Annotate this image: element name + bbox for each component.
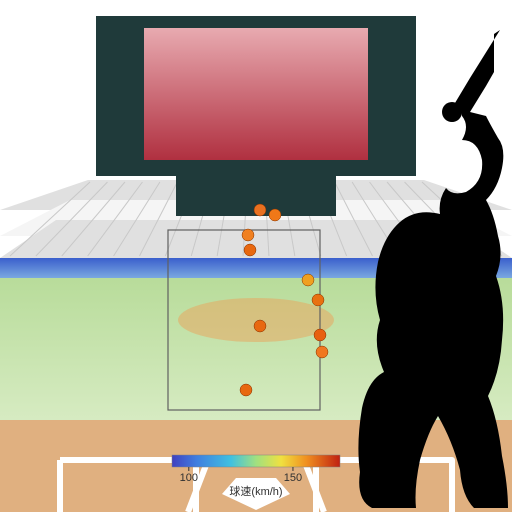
legend-title: 球速(km/h) bbox=[229, 484, 282, 498]
pitch-dot bbox=[316, 346, 328, 358]
batter-hands bbox=[442, 102, 462, 122]
pitch-dot bbox=[269, 209, 281, 221]
pitchers-mound bbox=[178, 298, 334, 342]
pitch-dot bbox=[302, 274, 314, 286]
scoreboard-screen bbox=[144, 28, 368, 160]
legend-colorbar bbox=[172, 455, 340, 467]
legend-tick-label: 150 bbox=[284, 472, 302, 484]
pitch-dot bbox=[244, 244, 256, 256]
pitch-dot bbox=[314, 329, 326, 341]
pitch-dot bbox=[254, 204, 266, 216]
pitch-dot bbox=[242, 229, 254, 241]
pitch-dot bbox=[254, 320, 266, 332]
pitch-dot bbox=[312, 294, 324, 306]
pitch-dot bbox=[240, 384, 252, 396]
legend-tick-label: 100 bbox=[180, 472, 198, 484]
